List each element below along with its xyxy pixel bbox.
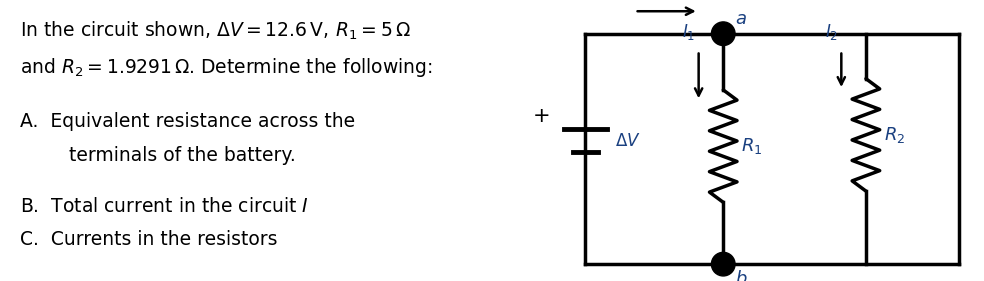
Text: A.  Equivalent resistance across the: A. Equivalent resistance across the [20, 112, 355, 132]
Text: $R_2$: $R_2$ [884, 125, 905, 145]
Text: $R_1$: $R_1$ [741, 136, 763, 156]
Text: $I_1$: $I_1$ [682, 22, 696, 42]
Text: C.  Currents in the resistors: C. Currents in the resistors [20, 230, 277, 250]
Text: terminals of the battery.: terminals of the battery. [69, 146, 295, 165]
Text: B.  Total current in the circuit $I$: B. Total current in the circuit $I$ [20, 197, 308, 216]
Text: and $R_2 = 1.9291\,\Omega$. Determine the following:: and $R_2 = 1.9291\,\Omega$. Determine th… [20, 56, 433, 79]
Text: $b$: $b$ [735, 270, 748, 281]
Text: In the circuit shown, $\Delta V = 12.6\,\mathrm{V},\, R_1 = 5\,\Omega$: In the circuit shown, $\Delta V = 12.6\,… [20, 20, 410, 42]
Text: $a$: $a$ [735, 10, 747, 28]
Ellipse shape [711, 22, 735, 46]
Text: $\Delta V$: $\Delta V$ [615, 132, 641, 149]
Text: $I_2$: $I_2$ [825, 22, 838, 42]
Text: $+$: $+$ [531, 106, 549, 126]
Ellipse shape [711, 252, 735, 276]
